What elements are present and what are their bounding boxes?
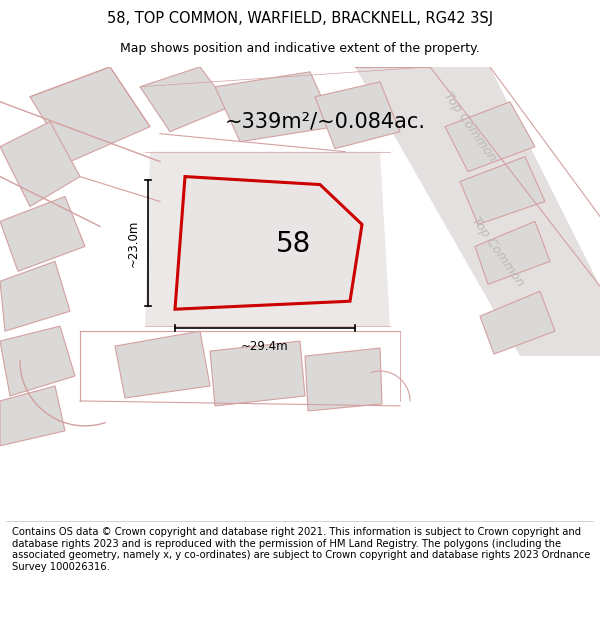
Polygon shape <box>315 82 400 149</box>
Text: ~29.4m: ~29.4m <box>241 340 289 353</box>
Polygon shape <box>210 341 305 406</box>
Text: ~339m²/~0.084ac.: ~339m²/~0.084ac. <box>225 112 426 132</box>
Polygon shape <box>0 196 85 271</box>
Polygon shape <box>140 67 230 132</box>
Polygon shape <box>175 177 362 309</box>
Polygon shape <box>355 67 600 356</box>
Polygon shape <box>0 261 70 331</box>
Polygon shape <box>30 67 150 162</box>
Polygon shape <box>305 348 382 411</box>
Polygon shape <box>0 386 65 446</box>
Polygon shape <box>145 152 390 326</box>
Polygon shape <box>460 157 545 224</box>
Polygon shape <box>115 331 210 398</box>
Text: ~23.0m: ~23.0m <box>127 219 140 267</box>
Polygon shape <box>480 291 555 354</box>
Polygon shape <box>445 102 535 172</box>
Polygon shape <box>0 326 75 396</box>
Polygon shape <box>0 122 80 206</box>
Text: Contains OS data © Crown copyright and database right 2021. This information is : Contains OS data © Crown copyright and d… <box>12 527 590 572</box>
Text: 58: 58 <box>276 230 311 258</box>
Polygon shape <box>215 72 335 142</box>
Text: Top Common: Top Common <box>441 89 499 164</box>
Text: 58, TOP COMMON, WARFIELD, BRACKNELL, RG42 3SJ: 58, TOP COMMON, WARFIELD, BRACKNELL, RG4… <box>107 11 493 26</box>
Text: Map shows position and indicative extent of the property.: Map shows position and indicative extent… <box>120 42 480 55</box>
Text: Top Common: Top Common <box>469 214 527 289</box>
Polygon shape <box>475 221 550 284</box>
